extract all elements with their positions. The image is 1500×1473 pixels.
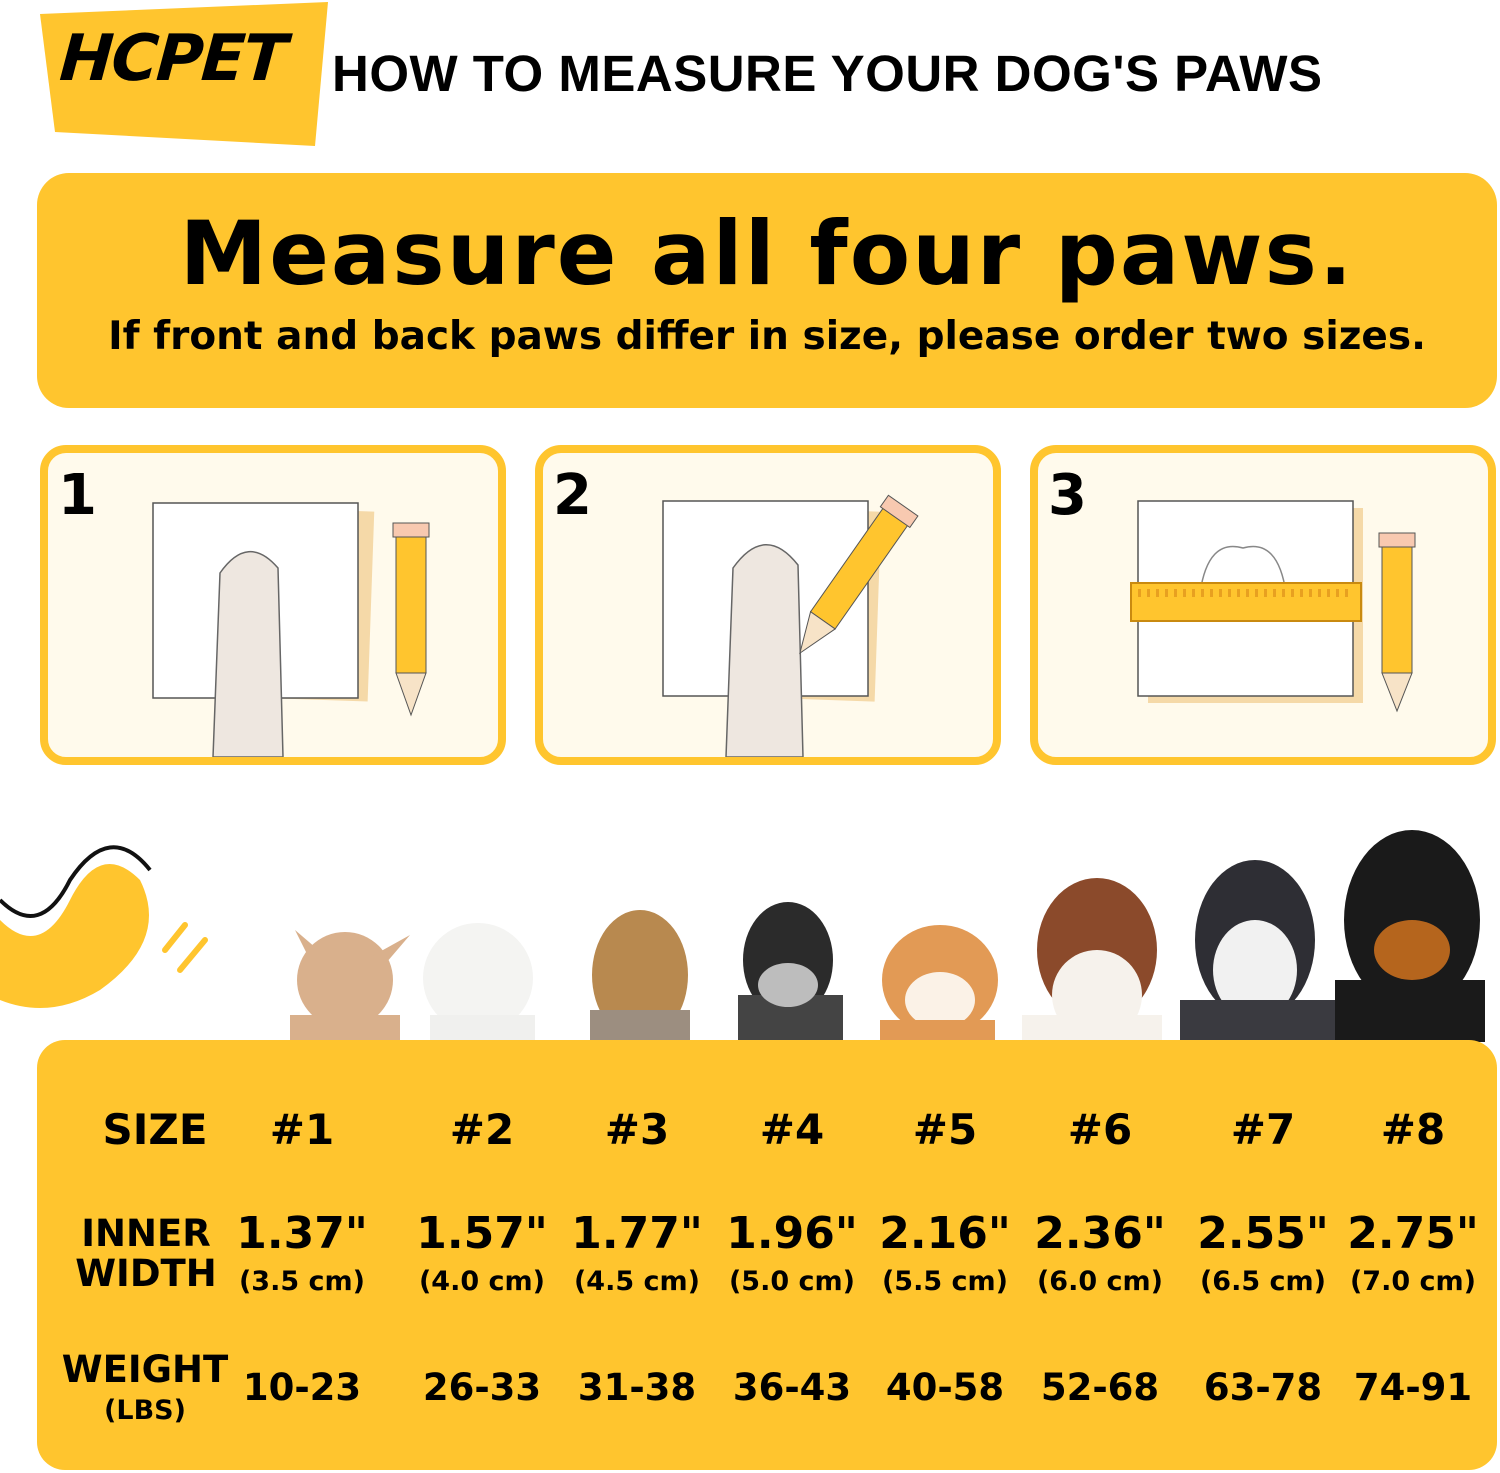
size-number: #2 [449, 1105, 515, 1154]
size-number: #5 [912, 1105, 978, 1154]
dog-schnauzer-icon [738, 902, 843, 1042]
size-number: #1 [269, 1105, 335, 1154]
paw-on-paper-icon [152, 502, 430, 757]
page-title: HOW TO MEASURE YOUR DOG'S PAWS [332, 45, 1323, 102]
banner-subline: If front and back paws differ in size, p… [108, 314, 1426, 359]
inner-width-inches: 2.75" [1347, 1208, 1479, 1259]
inner-width-inches: 1.57" [416, 1208, 548, 1259]
inner-width-inches: 2.36" [1034, 1208, 1166, 1259]
ruler-measure-icon [1130, 500, 1416, 713]
inner-width-cm: (6.0 cm) [1036, 1266, 1164, 1297]
dog-rottweiler-icon [1335, 830, 1485, 1042]
inner-width-label-line1: INNER [81, 1212, 211, 1255]
inner-width-cm: (7.0 cm) [1349, 1266, 1477, 1297]
dog-bichon-icon [423, 923, 535, 1042]
inner-width-inches: 2.55" [1197, 1208, 1329, 1259]
inner-width-label-line2: WIDTH [75, 1252, 217, 1295]
dog-shiba-icon [880, 925, 998, 1042]
weight-range: 26-33 [422, 1366, 542, 1409]
size-number: #8 [1380, 1105, 1446, 1154]
inner-width-cm: (4.5 cm) [573, 1266, 701, 1297]
inner-width-cm: (3.5 cm) [238, 1266, 366, 1297]
inner-width-inches: 1.96" [726, 1208, 858, 1259]
step-card-1: 1 [40, 445, 506, 765]
size-number: #3 [604, 1105, 670, 1154]
inner-width-cm: (4.0 cm) [418, 1266, 546, 1297]
dog-chihuahua-icon [290, 930, 410, 1042]
swoosh-decoration-icon [0, 845, 208, 1008]
weight-range: 74-91 [1353, 1366, 1473, 1409]
weight-range: 63-78 [1203, 1366, 1323, 1409]
dog-breeds-illustration [0, 830, 1485, 1042]
weight-range: 36-43 [732, 1366, 852, 1409]
trace-paw-pencil-icon [662, 494, 919, 757]
step-card-2: 2 [535, 445, 1001, 765]
size-chart-table [37, 1040, 1497, 1470]
weight-range: 40-58 [885, 1366, 1005, 1409]
dog-husky-icon [1180, 860, 1335, 1042]
size-row-label: SIZE [102, 1105, 208, 1154]
inner-width-inches: 2.16" [879, 1208, 1011, 1259]
size-number: #6 [1067, 1105, 1133, 1154]
dog-aussie-icon [1022, 878, 1162, 1042]
weight-unit-label: (LBS) [104, 1395, 186, 1426]
weight-range: 10-23 [242, 1366, 362, 1409]
weight-range: 52-68 [1040, 1366, 1160, 1409]
dog-yorkie-icon [590, 910, 690, 1042]
banner-headline: Measure all four paws. [179, 202, 1355, 305]
inner-width-cm: (5.0 cm) [728, 1266, 856, 1297]
weight-range: 31-38 [577, 1366, 697, 1409]
step-number: 1 [58, 463, 97, 528]
size-number: #7 [1230, 1105, 1296, 1154]
step-card-3: 3 [1030, 445, 1496, 765]
inner-width-cm: (5.5 cm) [881, 1266, 1009, 1297]
inner-width-cm: (6.5 cm) [1199, 1266, 1327, 1297]
inner-width-inches: 1.37" [236, 1208, 368, 1259]
instruction-banner [37, 173, 1497, 408]
step-number: 3 [1048, 463, 1087, 528]
weight-label: WEIGHT [61, 1348, 229, 1391]
inner-width-inches: 1.77" [571, 1208, 703, 1259]
size-number: #4 [759, 1105, 825, 1154]
step-number: 2 [553, 463, 592, 528]
logo-badge [40, 2, 328, 146]
